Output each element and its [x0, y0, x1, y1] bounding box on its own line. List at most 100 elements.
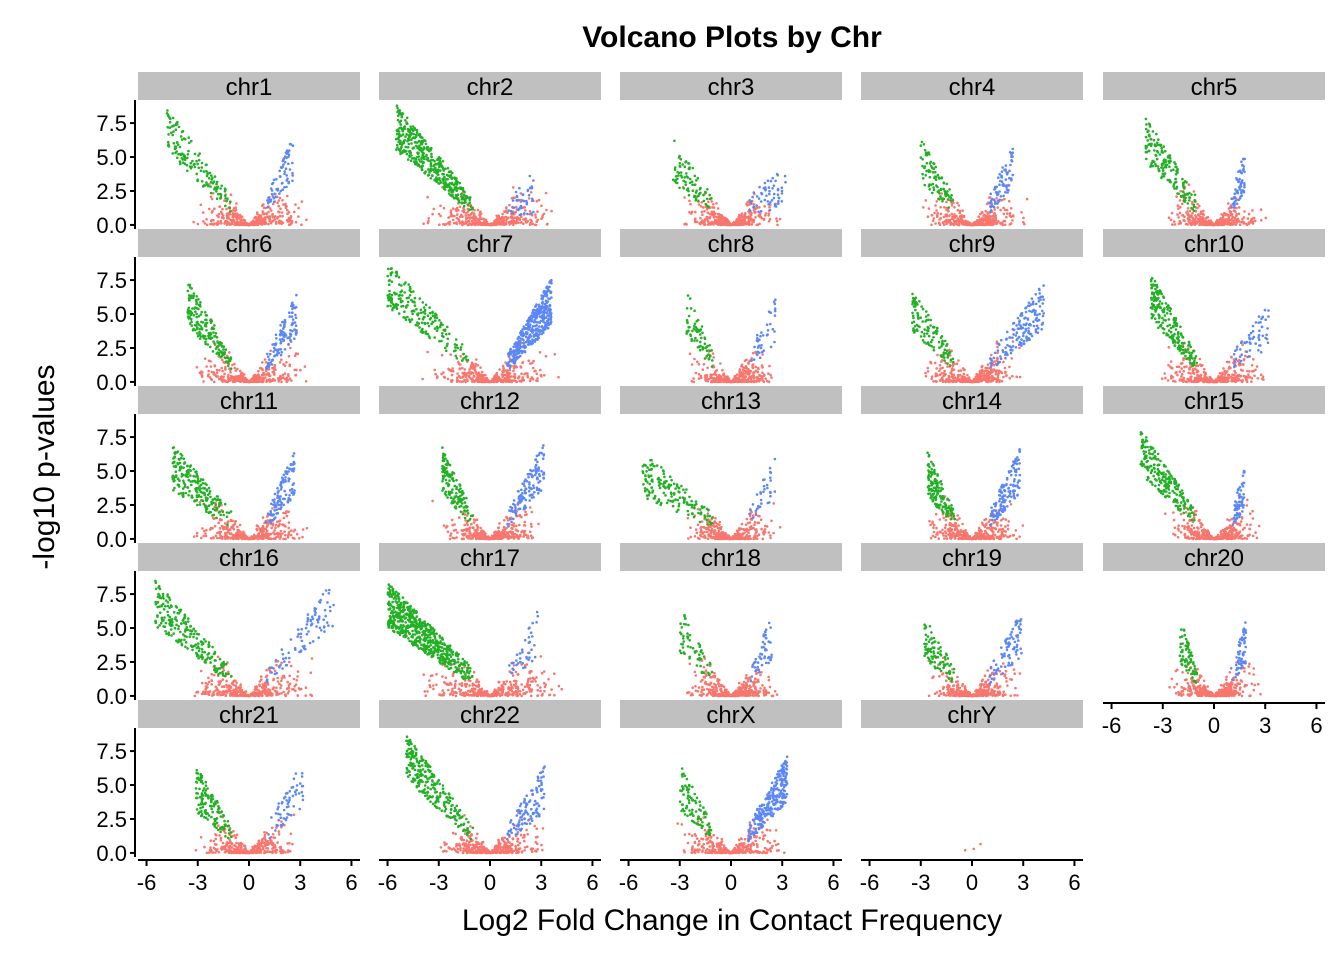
point-down: [929, 170, 932, 173]
point-not-significant: [1177, 222, 1181, 226]
point-not-significant: [236, 216, 240, 220]
point-up: [272, 196, 276, 200]
point-not-significant: [951, 217, 954, 221]
point-up: [289, 340, 293, 343]
point-up: [543, 306, 546, 309]
point-down: [708, 193, 711, 197]
point-not-significant: [1192, 190, 1196, 193]
point-not-significant: [269, 380, 273, 383]
point-not-significant: [538, 368, 542, 372]
point-down: [179, 135, 183, 138]
point-not-significant: [257, 217, 260, 220]
point-not-significant: [935, 200, 939, 203]
point-up: [538, 305, 542, 309]
point-down: [220, 345, 224, 348]
point-not-significant: [745, 215, 749, 219]
point-down: [420, 321, 424, 325]
point-up: [546, 320, 549, 323]
point-up: [548, 281, 551, 284]
point-not-significant: [950, 204, 954, 207]
point-not-significant: [210, 370, 214, 374]
point-down: [228, 210, 232, 213]
point-down: [192, 292, 196, 295]
point-up: [527, 328, 531, 331]
point-down: [426, 156, 430, 160]
point-up: [291, 301, 294, 305]
point-not-significant: [1187, 183, 1191, 186]
point-not-significant: [259, 376, 263, 379]
point-down: [931, 171, 935, 174]
panel-chr2: chr2: [379, 72, 601, 227]
point-not-significant: [502, 370, 505, 374]
point-not-significant: [1220, 217, 1223, 220]
point-not-significant: [515, 205, 518, 209]
point-not-significant: [1176, 213, 1179, 216]
point-up: [1239, 195, 1242, 198]
point-not-significant: [297, 206, 300, 210]
point-not-significant: [229, 371, 232, 374]
point-not-significant: [488, 223, 492, 226]
point-not-significant: [216, 223, 220, 226]
point-not-significant: [533, 370, 536, 373]
point-down: [1160, 146, 1163, 150]
point-up: [273, 192, 276, 196]
point-down: [406, 315, 409, 319]
point-not-significant: [700, 219, 704, 222]
point-not-significant: [475, 358, 478, 361]
point-down: [398, 283, 401, 286]
point-down: [212, 180, 216, 183]
point-down: [413, 296, 417, 300]
point-down: [447, 189, 451, 192]
point-not-significant: [220, 366, 223, 370]
point-not-significant: [1196, 217, 1200, 221]
point-down: [195, 312, 198, 316]
point-down: [399, 300, 403, 304]
point-down: [413, 136, 417, 140]
point-not-significant: [238, 213, 242, 217]
point-down: [457, 187, 460, 190]
point-up: [278, 192, 281, 195]
point-down: [426, 314, 430, 318]
point-not-significant: [720, 222, 723, 226]
point-down: [921, 164, 924, 168]
point-not-significant: [451, 214, 454, 218]
point-not-significant: [1227, 207, 1231, 210]
point-up: [514, 190, 518, 194]
point-not-significant: [699, 205, 703, 208]
point-down: [180, 138, 184, 141]
point-not-significant: [440, 353, 444, 357]
point-not-significant: [472, 215, 475, 219]
point-not-significant: [224, 380, 228, 384]
point-not-significant: [280, 358, 283, 362]
point-not-significant: [1186, 223, 1189, 226]
point-down: [1160, 150, 1164, 154]
point-up: [748, 208, 751, 211]
point-up: [755, 204, 758, 207]
point-up: [536, 307, 539, 311]
point-not-significant: [470, 363, 473, 367]
point-not-significant: [427, 217, 431, 220]
point-down: [399, 119, 403, 123]
point-down: [405, 306, 408, 309]
point-up: [288, 315, 292, 318]
point-not-significant: [948, 214, 951, 217]
point-not-significant: [250, 220, 253, 224]
point-down: [454, 354, 458, 358]
point-not-significant: [215, 371, 219, 375]
point-not-significant: [293, 354, 297, 358]
point-not-significant: [239, 379, 242, 383]
point-not-significant: [473, 368, 477, 372]
point-down: [1183, 200, 1186, 203]
point-up: [268, 363, 271, 367]
point-up: [1240, 160, 1243, 163]
point-up: [998, 179, 1002, 183]
point-not-significant: [536, 210, 539, 213]
point-down: [190, 296, 193, 300]
point-up: [544, 299, 548, 303]
facet-strip-label: chr6: [226, 231, 273, 258]
point-not-significant: [289, 216, 293, 220]
point-down: [214, 347, 218, 350]
point-down: [1146, 139, 1149, 142]
point-not-significant: [255, 216, 258, 219]
point-not-significant: [540, 204, 543, 208]
